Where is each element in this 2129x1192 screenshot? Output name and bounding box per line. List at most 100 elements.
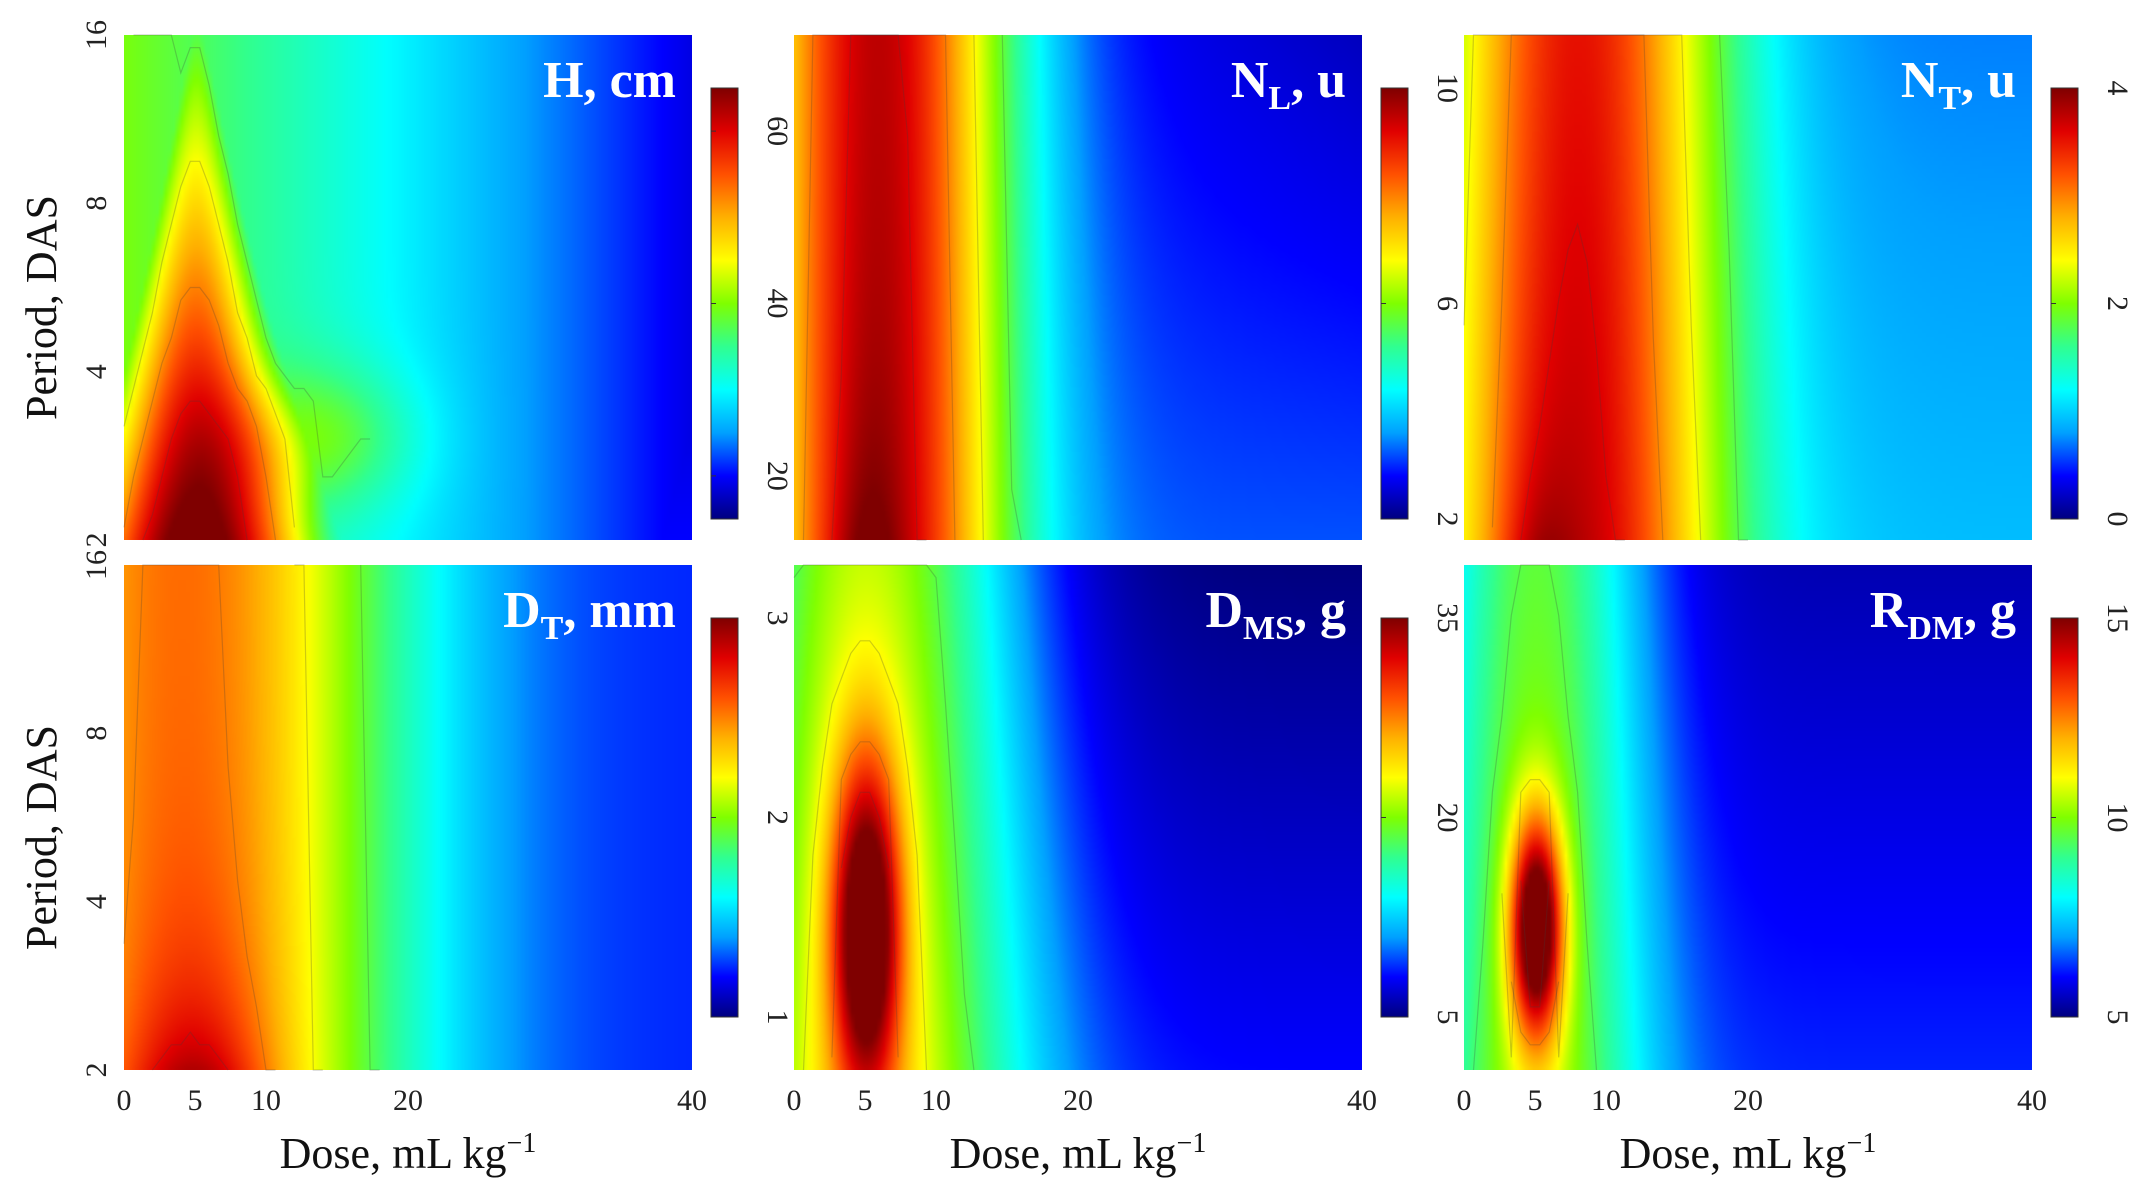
- panel-title-unit: , u: [1291, 52, 1346, 109]
- y-axis-label: Period, DAS: [17, 195, 66, 420]
- panel-nl: NL, u051020402610: [794, 34, 1464, 541]
- colorbar-tick-label: 35: [1431, 603, 1464, 633]
- x-tick-label: 20: [1063, 1084, 1093, 1117]
- y-tick-label: 4: [80, 894, 113, 909]
- contour-line: [793, 564, 975, 1071]
- panel-title-main: H: [543, 52, 583, 109]
- y-tick-label: 8: [80, 196, 113, 211]
- x-tick-label: 10: [1591, 1084, 1621, 1117]
- x-tick-label: 10: [251, 1084, 281, 1117]
- x-tick-label: 40: [1347, 1084, 1377, 1117]
- contour-line: [802, 34, 956, 541]
- colorbar-tick-label: 20: [761, 461, 794, 491]
- panel-title-nl: NL, u: [1231, 52, 1346, 117]
- y-axis-label: Period, DAS: [17, 725, 66, 950]
- contour-line: [123, 286, 277, 541]
- colorbar-tick-label: 2: [2101, 296, 2129, 311]
- colorbar-tick-label: 3: [761, 611, 794, 626]
- panel-title-subscript: L: [1268, 80, 1291, 117]
- x-tick-label: 10: [921, 1084, 951, 1117]
- contour-line: [802, 640, 928, 1071]
- colorbar-tick-label: 1: [761, 1010, 794, 1025]
- panel-title-unit: , g: [1294, 582, 1346, 639]
- x-tick-label: 20: [393, 1084, 423, 1117]
- panel-title-main: D: [503, 582, 541, 639]
- panel-title-nt: NT, u: [1901, 52, 2016, 117]
- contour-line: [1472, 564, 1598, 1071]
- contour-line: [123, 160, 295, 528]
- panel-title-main: N: [1231, 52, 1269, 109]
- x-axis-label: Dose, mL kg−1: [1620, 1128, 1877, 1178]
- panel-title-main: R: [1870, 582, 1909, 639]
- x-tick-label: 5: [858, 1084, 873, 1117]
- panel-nt: NT, u05102040024: [1463, 34, 2129, 541]
- colorbar-tick-label: 60: [761, 116, 794, 146]
- x-tick-label: 0: [1457, 1084, 1472, 1117]
- heatmap-surface-dms: [794, 565, 1362, 1070]
- colorbar-tick-label: 5: [2101, 1010, 2129, 1025]
- y-tick-label: 2: [80, 533, 113, 548]
- contour-line: [123, 564, 276, 1071]
- y-tick-label: 16: [80, 550, 113, 580]
- y-tick-label: 8: [80, 726, 113, 741]
- heatmap-surface-nt: [1464, 35, 2032, 540]
- panel-title-unit: , u: [1961, 52, 2016, 109]
- contour-line: [840, 791, 890, 869]
- contour-line: [133, 34, 371, 478]
- colorbar-tick-label: 5: [1431, 1010, 1464, 1025]
- heatmap-surface-h: [124, 35, 692, 540]
- colorbar-tick-label: 4: [2101, 81, 2129, 96]
- heatmap-surface-rdm: [1464, 565, 2032, 1070]
- contour-line: [1491, 34, 1664, 541]
- heatmap-surface-nl: [794, 35, 1362, 540]
- contour-line: [1520, 880, 1550, 1008]
- contour-line: [1501, 779, 1569, 1058]
- colorbar-tick-label: 0: [2101, 512, 2129, 527]
- colorbar-tick-label: 15: [2101, 603, 2129, 633]
- panel-title-subscript: T: [541, 610, 564, 647]
- panel-rdm: RDM, g 0 5 10 20 40 Dose, mL kg−1 5 10 15: [1457, 564, 2129, 1178]
- panel-title-subscript: T: [1938, 80, 1961, 117]
- panel-dms: DMS, g 0 5 10 20 40 Dose, mL kg−1 5 20 35: [787, 564, 1464, 1178]
- x-tick-label: 20: [1733, 1084, 1763, 1117]
- contour-line: [831, 741, 899, 1058]
- y-tick-label: 2: [80, 1063, 113, 1078]
- panel-title-subscript: MS: [1243, 610, 1294, 647]
- contour-line: [1520, 222, 1625, 541]
- colorbar-tick-label: 6: [1431, 296, 1464, 311]
- heatmap-surface-dt: [124, 565, 692, 1070]
- colorbar-tick-label: 20: [1431, 803, 1464, 833]
- panel-title-subscript: DM: [1907, 610, 1964, 647]
- panel-title-unit: , g: [1964, 582, 2016, 639]
- contour-line: [831, 34, 927, 541]
- x-axis-label: Dose, mL kg−1: [280, 1128, 537, 1178]
- contour-line: [1510, 981, 1560, 1046]
- contour-line: [151, 1031, 229, 1071]
- panel-title-main: N: [1901, 52, 1939, 109]
- x-tick-label: 0: [117, 1084, 132, 1117]
- colorbar-tick-label: 40: [761, 289, 794, 319]
- panel-title-unit: , mm: [563, 582, 676, 639]
- x-tick-label: 40: [2017, 1084, 2047, 1117]
- x-tick-label: 0: [787, 1084, 802, 1117]
- panel-title-h: H, cm: [543, 52, 676, 109]
- contour-line: [142, 400, 248, 541]
- x-tick-label: 40: [677, 1084, 707, 1117]
- panel-title-unit: , cm: [584, 52, 676, 109]
- panel-title-dms: DMS, g: [1205, 582, 1346, 647]
- contour-line: [1001, 34, 1022, 541]
- colorbar-tick-label: 10: [2101, 803, 2129, 833]
- x-tick-label: 5: [188, 1084, 203, 1117]
- y-tick-label: 16: [80, 20, 113, 50]
- contour-line: [973, 34, 984, 541]
- panel-title-rdm: RDM, g: [1870, 582, 2016, 647]
- contour-line: [1719, 34, 1748, 541]
- contour-line: [294, 564, 323, 1071]
- y-tick-label: 4: [80, 364, 113, 379]
- panel-title-dt: DT, mm: [503, 582, 676, 647]
- x-axis-label: Dose, mL kg−1: [950, 1128, 1207, 1178]
- colorbar-tick-label: 10: [1431, 73, 1464, 103]
- panel-title-main: D: [1205, 582, 1243, 639]
